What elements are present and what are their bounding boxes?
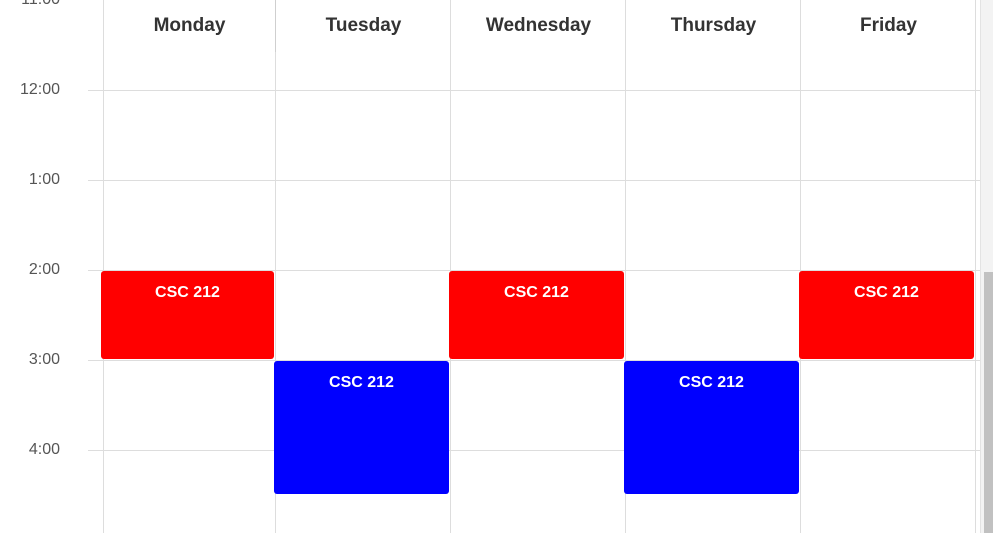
day-column-divider (450, 0, 451, 533)
hour-gridline (88, 90, 981, 91)
time-label: 1:00 (28, 171, 60, 188)
time-label: 12:00 (19, 81, 60, 98)
hour-gridline (88, 360, 981, 361)
day-header-wednesday: Wednesday (485, 15, 592, 36)
day-header-tuesday: Tuesday (325, 15, 402, 36)
day-column-divider (275, 0, 276, 533)
event-monday[interactable]: CSC 212 (101, 271, 274, 359)
event-thursday[interactable]: CSC 212 (624, 361, 799, 494)
day-header-friday: Friday (859, 15, 918, 36)
event-tuesday[interactable]: CSC 212 (274, 361, 449, 494)
time-label: 11:00 (0, 0, 60, 10)
day-column-divider (975, 0, 976, 533)
event-friday[interactable]: CSC 212 (799, 271, 974, 359)
day-column-divider (625, 0, 626, 533)
day-header-monday: Monday (153, 15, 226, 36)
header-divider (275, 0, 276, 52)
day-column-divider (800, 0, 801, 533)
day-column-divider (103, 0, 104, 533)
hour-gridline (88, 270, 981, 271)
time-label: 2:00 (28, 261, 60, 278)
day-header-thursday: Thursday (670, 15, 757, 36)
hour-gridline (88, 450, 981, 451)
time-label: 3:00 (28, 351, 60, 368)
scrollbar-thumb[interactable] (984, 272, 993, 533)
event-wednesday[interactable]: CSC 212 (449, 271, 624, 359)
time-label: 4:00 (28, 441, 60, 458)
hour-gridline (88, 180, 981, 181)
